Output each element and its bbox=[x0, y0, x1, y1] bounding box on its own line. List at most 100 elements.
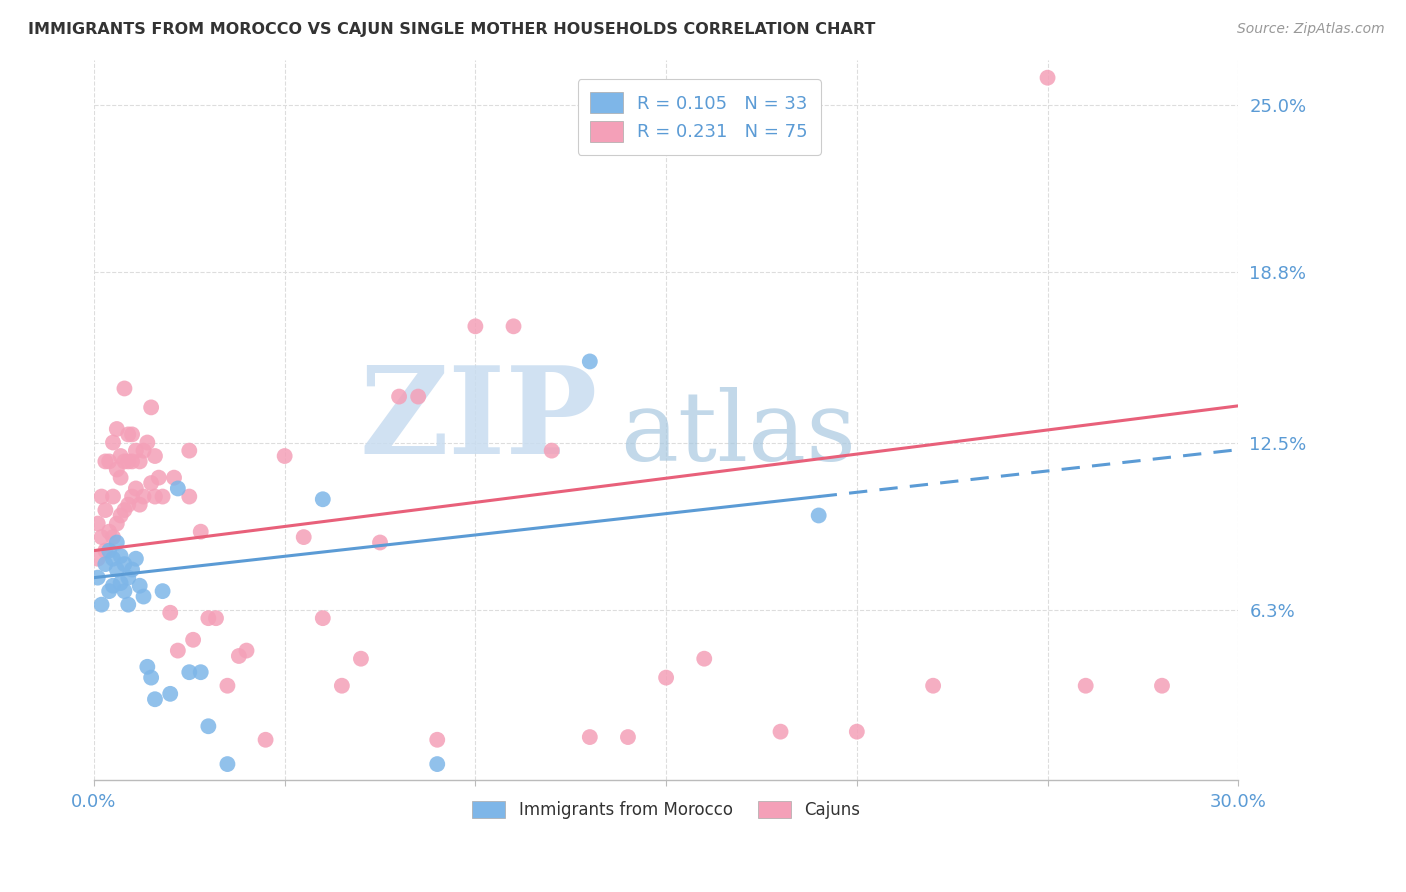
Point bbox=[312, 611, 335, 625]
Point bbox=[117, 498, 139, 512]
Point bbox=[426, 757, 449, 772]
Point bbox=[121, 427, 143, 442]
Legend: Immigrants from Morocco, Cajuns: Immigrants from Morocco, Cajuns bbox=[465, 795, 868, 826]
Point bbox=[166, 643, 188, 657]
Point bbox=[464, 319, 486, 334]
Text: Source: ZipAtlas.com: Source: ZipAtlas.com bbox=[1237, 22, 1385, 37]
Point bbox=[693, 651, 716, 665]
Point bbox=[110, 576, 132, 591]
Point bbox=[143, 692, 166, 706]
Point bbox=[87, 516, 110, 531]
Point bbox=[141, 401, 163, 415]
Point bbox=[273, 449, 295, 463]
Point bbox=[114, 584, 136, 599]
Point bbox=[922, 679, 945, 693]
Point bbox=[152, 584, 174, 599]
Point bbox=[217, 679, 239, 693]
Point bbox=[94, 454, 117, 468]
Point bbox=[114, 503, 136, 517]
Point bbox=[94, 543, 117, 558]
Point bbox=[121, 454, 143, 468]
Text: atlas: atlas bbox=[620, 387, 856, 482]
Point bbox=[132, 590, 155, 604]
Point bbox=[845, 724, 868, 739]
Point bbox=[769, 724, 792, 739]
Point bbox=[117, 427, 139, 442]
Point bbox=[807, 508, 830, 523]
Point bbox=[90, 598, 112, 612]
Point bbox=[330, 679, 353, 693]
Point bbox=[166, 482, 188, 496]
Point bbox=[205, 611, 228, 625]
Point bbox=[105, 516, 128, 531]
Point bbox=[105, 535, 128, 549]
Point bbox=[132, 443, 155, 458]
Point bbox=[655, 671, 678, 685]
Point bbox=[136, 660, 159, 674]
Point bbox=[117, 598, 139, 612]
Point bbox=[179, 443, 201, 458]
Point bbox=[94, 557, 117, 571]
Point bbox=[114, 454, 136, 468]
Point bbox=[121, 490, 143, 504]
Point bbox=[121, 562, 143, 576]
Point bbox=[190, 524, 212, 539]
Point bbox=[128, 454, 150, 468]
Point bbox=[125, 482, 148, 496]
Point bbox=[143, 449, 166, 463]
Point bbox=[159, 687, 181, 701]
Point bbox=[117, 571, 139, 585]
Point bbox=[179, 665, 201, 680]
Text: IMMIGRANTS FROM MOROCCO VS CAJUN SINGLE MOTHER HOUSEHOLDS CORRELATION CHART: IMMIGRANTS FROM MOROCCO VS CAJUN SINGLE … bbox=[28, 22, 876, 37]
Point bbox=[90, 530, 112, 544]
Point bbox=[540, 443, 562, 458]
Point bbox=[143, 490, 166, 504]
Point bbox=[388, 390, 411, 404]
Point bbox=[235, 643, 257, 657]
Point bbox=[426, 732, 449, 747]
Point bbox=[101, 579, 124, 593]
Point bbox=[578, 730, 600, 744]
Point bbox=[141, 671, 163, 685]
Point bbox=[87, 551, 110, 566]
Point bbox=[114, 557, 136, 571]
Point bbox=[125, 551, 148, 566]
Point bbox=[110, 549, 132, 563]
Point bbox=[159, 606, 181, 620]
Point bbox=[117, 454, 139, 468]
Point bbox=[98, 584, 121, 599]
Point bbox=[105, 422, 128, 436]
Point bbox=[110, 470, 132, 484]
Point bbox=[87, 571, 110, 585]
Point bbox=[128, 498, 150, 512]
Point bbox=[1150, 679, 1173, 693]
Point bbox=[136, 435, 159, 450]
Point bbox=[179, 490, 201, 504]
Point bbox=[617, 730, 640, 744]
Point bbox=[114, 382, 136, 396]
Point bbox=[105, 462, 128, 476]
Point bbox=[125, 443, 148, 458]
Point bbox=[110, 449, 132, 463]
Point bbox=[578, 354, 600, 368]
Point bbox=[190, 665, 212, 680]
Point bbox=[98, 454, 121, 468]
Point bbox=[292, 530, 315, 544]
Point bbox=[350, 651, 373, 665]
Point bbox=[90, 490, 112, 504]
Point bbox=[1036, 70, 1059, 85]
Point bbox=[132, 490, 155, 504]
Point bbox=[98, 543, 121, 558]
Point bbox=[101, 530, 124, 544]
Point bbox=[101, 551, 124, 566]
Point bbox=[228, 648, 250, 663]
Point bbox=[197, 719, 219, 733]
Point bbox=[197, 611, 219, 625]
Point bbox=[101, 490, 124, 504]
Point bbox=[110, 508, 132, 523]
Point bbox=[368, 535, 391, 549]
Point bbox=[148, 470, 170, 484]
Text: ZIP: ZIP bbox=[359, 361, 598, 479]
Point bbox=[101, 435, 124, 450]
Point bbox=[1074, 679, 1097, 693]
